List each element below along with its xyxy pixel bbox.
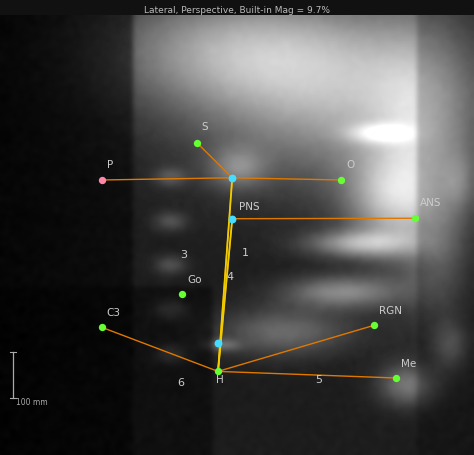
Text: ANS: ANS [419, 197, 441, 207]
Text: 6: 6 [178, 377, 185, 387]
Text: 5: 5 [315, 374, 322, 384]
Text: RGN: RGN [379, 305, 402, 315]
Text: 1: 1 [242, 247, 249, 257]
Point [371, 322, 378, 329]
Text: H: H [216, 374, 223, 384]
Point [228, 175, 236, 182]
Text: Go: Go [187, 274, 202, 284]
Point [228, 216, 236, 223]
Text: Me: Me [401, 358, 416, 368]
Text: P: P [107, 159, 113, 169]
Text: O: O [346, 159, 354, 169]
Point [98, 177, 106, 184]
Text: C3: C3 [107, 308, 121, 318]
Point [179, 291, 186, 298]
Point [411, 215, 419, 222]
Title: Lateral, Perspective, Built-in Mag = 9.7%: Lateral, Perspective, Built-in Mag = 9.7… [144, 6, 330, 15]
Point [214, 368, 222, 375]
Text: 100 mm: 100 mm [16, 398, 47, 406]
Point [392, 374, 400, 382]
Text: 4: 4 [227, 271, 234, 281]
Point [337, 177, 345, 184]
Text: PNS: PNS [239, 202, 260, 212]
Text: 3: 3 [180, 249, 187, 259]
Point [193, 140, 201, 147]
Point [214, 339, 222, 347]
Text: S: S [201, 122, 208, 132]
Point [98, 324, 106, 331]
